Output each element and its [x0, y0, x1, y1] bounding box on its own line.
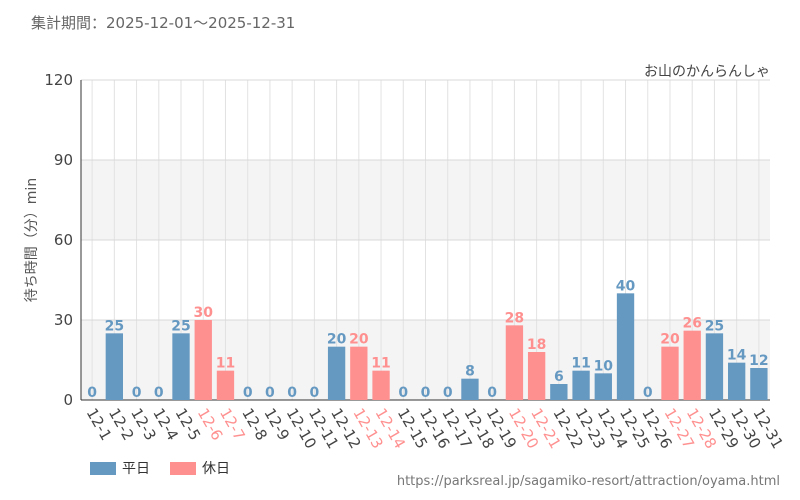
bar — [550, 384, 568, 400]
bar — [727, 362, 746, 400]
bar — [527, 352, 546, 400]
value-label: 0 — [243, 385, 253, 401]
y-tick-label: 60 — [54, 231, 73, 249]
value-label: 0 — [487, 385, 497, 401]
value-label: 30 — [193, 305, 213, 321]
bar — [461, 378, 479, 400]
legend-item-holiday: 休日 — [170, 458, 230, 478]
legend-swatch-weekday — [90, 461, 116, 475]
y-tick-label: 90 — [54, 151, 73, 169]
value-label: 12 — [749, 353, 768, 369]
y-tick-label: 120 — [44, 71, 73, 89]
value-label: 25 — [705, 318, 724, 334]
source-url: https://parksreal.jp/sagamiko-resort/att… — [396, 474, 780, 489]
value-label: 25 — [105, 318, 124, 334]
y-axis-title: 待ち時間（分）min — [24, 178, 40, 302]
bar — [350, 346, 368, 400]
bar — [216, 370, 235, 400]
value-label: 0 — [154, 385, 164, 401]
value-label: 0 — [398, 385, 408, 401]
bar — [661, 346, 679, 400]
bar — [327, 346, 346, 400]
bar — [616, 293, 635, 400]
value-label: 0 — [421, 385, 431, 401]
value-label: 20 — [660, 332, 680, 348]
legend: 平日 休日 — [90, 458, 250, 478]
period-label: 集計期間：2025-12-01〜2025-12-31 — [31, 14, 296, 32]
bar — [194, 320, 212, 400]
y-tick-label: 0 — [63, 391, 73, 409]
value-label: 20 — [327, 332, 347, 348]
bar — [105, 333, 124, 400]
value-label: 26 — [682, 316, 701, 332]
legend-item-weekday: 平日 — [90, 458, 150, 478]
value-label: 0 — [132, 385, 142, 401]
value-label: 11 — [571, 356, 590, 372]
value-label: 0 — [287, 385, 297, 401]
value-label: 28 — [505, 310, 524, 326]
value-label: 0 — [309, 385, 319, 401]
value-label: 18 — [527, 337, 546, 353]
legend-label-weekday: 平日 — [122, 461, 150, 477]
value-label: 20 — [349, 332, 369, 348]
value-label: 0 — [265, 385, 275, 401]
y-tick-label: 30 — [54, 311, 73, 329]
value-label: 0 — [443, 385, 453, 401]
legend-label-holiday: 休日 — [202, 461, 230, 477]
value-label: 0 — [643, 385, 653, 401]
value-label: 11 — [371, 356, 390, 372]
value-label: 25 — [171, 318, 190, 334]
bar — [683, 330, 701, 400]
bar — [705, 333, 724, 400]
value-label: 40 — [616, 278, 636, 294]
legend-swatch-holiday — [170, 461, 196, 475]
bar — [750, 368, 768, 400]
bar — [572, 370, 590, 400]
bar — [172, 333, 190, 400]
bar — [505, 325, 524, 400]
value-label: 14 — [727, 348, 747, 364]
bar — [372, 370, 390, 400]
value-label: 10 — [594, 358, 614, 374]
value-label: 8 — [465, 364, 475, 380]
value-label: 11 — [216, 356, 235, 372]
attraction-name: お山のかんらんしゃ — [644, 64, 770, 80]
value-label: 6 — [554, 369, 564, 385]
value-label: 0 — [87, 385, 97, 401]
bar — [594, 373, 612, 400]
